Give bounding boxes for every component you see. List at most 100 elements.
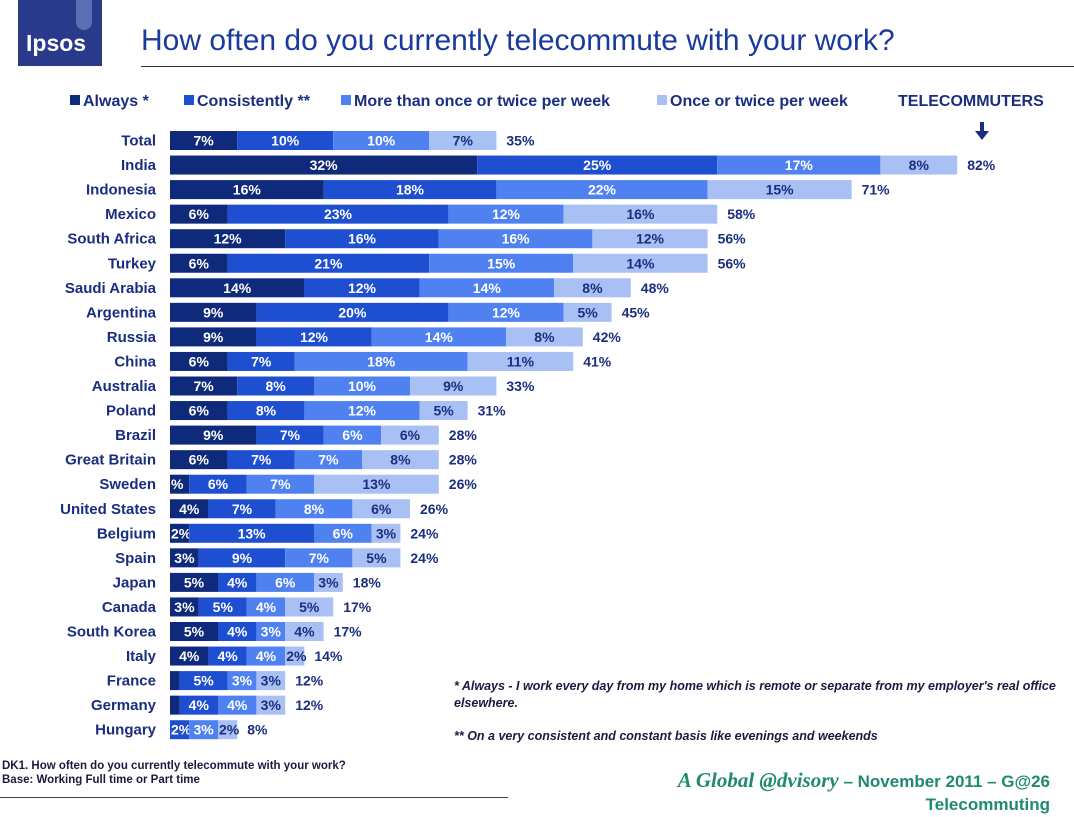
bar-always-turkey (170, 253, 228, 273)
bar-more-india (717, 155, 881, 175)
segment-label-once-indonesia: 15% (766, 182, 795, 198)
bar-more-south-africa (438, 229, 593, 249)
bar-always-indonesia (170, 180, 324, 200)
segment-label-once-belgium: 3% (376, 525, 397, 541)
segment-label-always-belgium: 2% (171, 525, 192, 541)
bar-once-total (429, 131, 497, 150)
bar-more-france (227, 671, 257, 691)
bottom-divider (0, 797, 508, 798)
bar-once-canada (285, 597, 334, 617)
category-label-japan: Japan (113, 574, 156, 591)
segment-label-once-sweden: 13% (362, 476, 391, 492)
bar-once-belgium (371, 523, 401, 543)
bar-always-total (170, 131, 238, 150)
legend-item-consistently: Consistently ** (184, 93, 310, 111)
segment-label-more-south-korea: 3% (261, 624, 282, 640)
segment-label-once-canada: 5% (299, 599, 320, 615)
base-text: Base: Working Full time or Part time (2, 774, 200, 786)
segment-label-more-japan: 6% (275, 574, 296, 590)
bar-consistently-argentina (256, 302, 449, 322)
total-label-russia: 42% (593, 329, 622, 345)
legend-label-always: Always * (83, 93, 149, 110)
segment-label-consistently-brazil: 7% (280, 427, 301, 443)
total-label-indonesia: 71% (862, 182, 891, 198)
telecommuters-label: TELECOMMUTERS (898, 93, 1044, 110)
footnote-consistently: ** On a very consistent and constant bas… (454, 729, 878, 743)
segment-label-once-india: 8% (909, 157, 930, 173)
segment-label-always-australia: 7% (193, 378, 214, 394)
legend-swatch-always (70, 95, 80, 105)
bar-more-saudi-arabia (419, 278, 554, 298)
segment-label-more-total: 10% (367, 133, 396, 149)
segment-label-more-mexico: 12% (492, 206, 521, 222)
segment-label-always-total: 7% (193, 133, 214, 149)
segment-label-once-united-states: 6% (371, 501, 392, 517)
total-label-poland: 31% (478, 403, 507, 419)
category-label-hungary: Hungary (95, 722, 157, 739)
bar-consistently-canada (198, 597, 247, 617)
bar-consistently-turkey (227, 253, 430, 273)
bar-once-south-africa (592, 229, 708, 249)
segment-label-more-united-states: 8% (304, 501, 325, 517)
segment-label-consistently-australia: 8% (265, 378, 286, 394)
bar-more-sweden (246, 474, 314, 494)
segment-label-consistently-turkey: 21% (314, 255, 343, 271)
category-label-china: China (114, 353, 156, 370)
bar-consistently-total (237, 131, 334, 150)
total-label-japan: 18% (353, 574, 382, 590)
segment-label-always-italy: 4% (179, 648, 200, 664)
bar-always-sweden (170, 474, 190, 494)
bar-always-germany (170, 695, 180, 715)
bar-consistently-united-states (208, 499, 276, 519)
bar-consistently-mexico (227, 204, 449, 224)
segment-label-more-sweden: 7% (270, 476, 291, 492)
bar-once-india (880, 155, 958, 175)
segment-label-once-great-britain: 8% (390, 452, 411, 468)
segment-label-always-turkey: 6% (189, 255, 210, 271)
bar-always-belgium (170, 523, 190, 543)
segment-label-once-spain: 5% (366, 550, 387, 566)
total-label-mexico: 58% (727, 206, 756, 222)
question-text: DK1. How often do you currently telecomm… (2, 760, 346, 772)
bar-always-great-britain (170, 450, 228, 470)
bar-always-brazil (170, 425, 257, 445)
bar-always-argentina (170, 302, 257, 322)
segment-label-always-china: 6% (189, 353, 210, 369)
bar-more-argentina (448, 302, 564, 322)
segment-label-more-canada: 4% (256, 599, 277, 615)
category-label-india: India (121, 157, 157, 174)
total-label-australia: 33% (506, 378, 535, 394)
category-label-poland: Poland (106, 403, 156, 420)
bar-more-south-korea (256, 622, 286, 641)
segment-label-always-argentina: 9% (203, 304, 224, 320)
segment-label-once-argentina: 5% (577, 304, 598, 320)
bar-always-poland (170, 401, 228, 421)
segment-label-always-india: 32% (310, 157, 339, 173)
total-label-china: 41% (583, 353, 612, 369)
segment-label-more-germany: 4% (227, 697, 248, 713)
legend-swatch-once (657, 95, 667, 105)
bar-more-great-britain (294, 450, 362, 470)
category-label-belgium: Belgium (97, 525, 156, 542)
segment-label-always-japan: 5% (184, 574, 205, 590)
bar-once-south-korea (285, 622, 324, 641)
bar-always-italy (170, 646, 209, 666)
bar-always-spain (170, 548, 199, 568)
bar-once-saudi-arabia (554, 278, 631, 298)
segment-label-more-spain: 7% (309, 550, 330, 566)
legend-label-once: Once or twice per week (670, 93, 848, 110)
total-label-great-britain: 28% (449, 452, 478, 468)
bar-more-total (333, 131, 430, 150)
segment-label-consistently-russia: 12% (300, 329, 329, 345)
bar-consistently-belgium (189, 523, 314, 543)
segment-label-consistently-great-britain: 7% (251, 452, 272, 468)
segment-label-more-france: 3% (232, 673, 253, 689)
bar-consistently-russia (256, 327, 372, 347)
total-label-south-korea: 17% (334, 624, 363, 640)
segment-label-once-china: 11% (507, 353, 535, 369)
logo-figure (76, 0, 92, 30)
segment-label-more-indonesia: 22% (588, 182, 617, 198)
segment-label-more-brazil: 6% (342, 427, 363, 443)
bar-more-china (294, 351, 468, 371)
segment-label-consistently-canada: 5% (213, 599, 234, 615)
